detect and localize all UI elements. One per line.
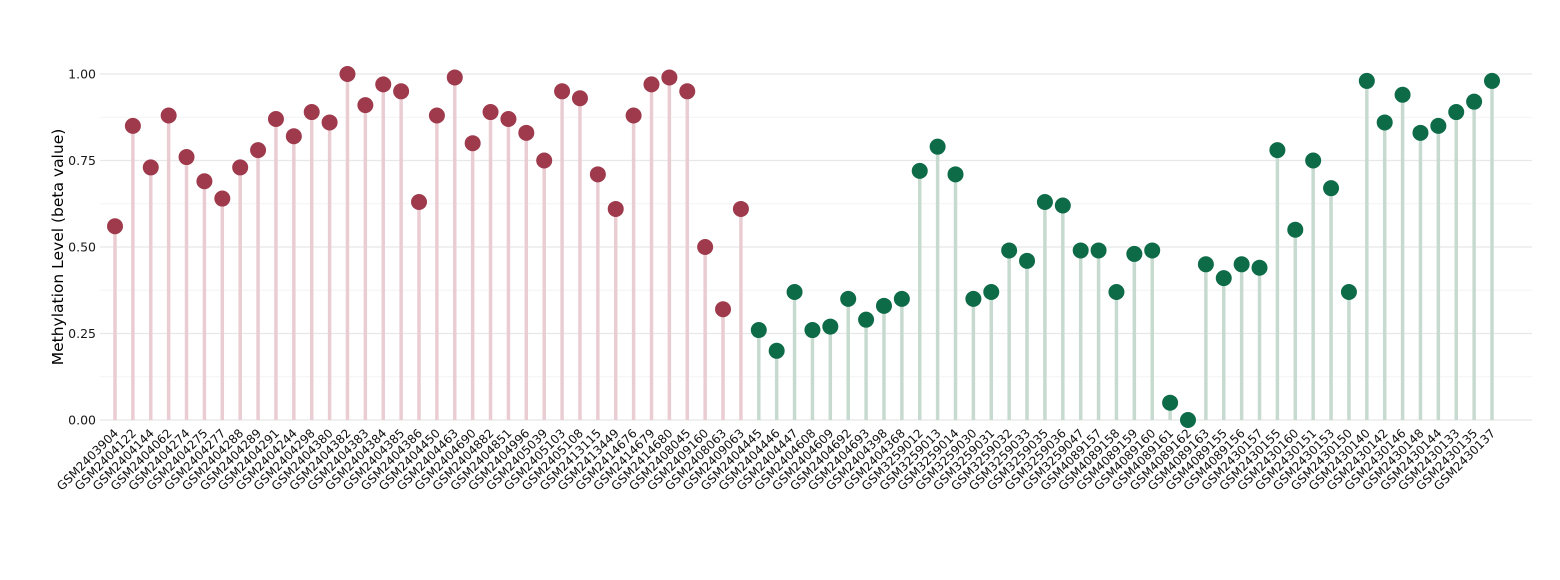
lollipop-dot (536, 152, 553, 169)
lollipop-dot (947, 166, 964, 183)
lollipop-dot (697, 239, 714, 255)
lollipop-dot (1072, 242, 1089, 259)
lollipop-dot (1036, 194, 1053, 211)
lollipop-dot (965, 290, 982, 307)
lollipop-dot (840, 290, 857, 307)
lollipop-dot (661, 69, 678, 86)
lollipop-dot (589, 166, 606, 183)
lollipop-dot (393, 83, 410, 100)
lollipop-dot (1108, 283, 1125, 300)
lollipop-dot (1126, 245, 1143, 262)
lollipop-dot (142, 159, 159, 176)
lollipop-dot (375, 76, 392, 93)
lollipop-dot (625, 107, 642, 124)
lollipop-dot (1340, 283, 1357, 300)
lollipop-dot (1287, 221, 1304, 238)
lollipop-dot (732, 200, 749, 217)
lollipop-dot (875, 297, 892, 314)
lollipop-dot (929, 138, 946, 155)
lollipop-dot (321, 114, 338, 131)
lollipop-dot (768, 342, 785, 359)
lollipop-dot (715, 301, 732, 318)
lollipop-dot (482, 104, 499, 121)
lollipop-dot (1323, 180, 1340, 197)
lollipop-dot (267, 110, 284, 127)
y-tick-label: 0.50 (68, 240, 96, 255)
lollipop-dot (1019, 252, 1036, 269)
y-tick-label: 0.00 (68, 413, 96, 428)
lollipop-dot (893, 290, 910, 307)
lollipop-dot (554, 83, 571, 100)
lollipop-dot (357, 97, 374, 114)
lollipop-dot (804, 322, 821, 339)
lollipop-dot (1358, 72, 1375, 89)
lollipop-dot (822, 318, 839, 335)
lollipop-dot (1215, 270, 1232, 287)
lollipop-dot (107, 218, 123, 235)
lollipop-dot (411, 194, 428, 211)
lollipop-dot (679, 83, 696, 100)
lollipop-dot (303, 104, 320, 121)
lollipop-dot (250, 142, 267, 159)
lollipop-dot (464, 135, 481, 152)
lollipop-dot (607, 200, 624, 217)
lollipop-dot (1305, 152, 1322, 169)
lollipop-dot (750, 322, 767, 339)
lollipop-dot (1394, 86, 1411, 103)
lollipop-dot (178, 149, 195, 166)
y-axis-title: Methylation Level (beta value) (49, 128, 67, 366)
y-tick-label: 0.25 (68, 326, 96, 341)
lollipop-dot (1054, 197, 1071, 214)
lollipop-dot (1090, 242, 1107, 259)
lollipop-dot (1162, 394, 1179, 411)
lollipop-dot (911, 162, 928, 179)
lollipop-dot (786, 283, 803, 300)
lollipop-dot (1001, 242, 1018, 259)
lollipop-dot (1448, 104, 1465, 121)
lollipop-dot (518, 124, 535, 141)
lollipop-dot (1269, 142, 1286, 159)
lollipop-dot (1251, 259, 1268, 276)
lollipop-dot (571, 90, 588, 107)
lollipop-dot (1376, 114, 1393, 131)
lollipop-dot (446, 69, 463, 86)
lollipop-dot (643, 76, 660, 93)
lollipop-dot (1144, 242, 1161, 259)
lollipop-dot (1233, 256, 1250, 273)
lollipop-dot (858, 311, 875, 328)
lollipop-dot (160, 107, 177, 124)
lollipop-dot (339, 66, 356, 82)
lollipop-dot (983, 283, 1000, 300)
lollipop-dot (1484, 72, 1500, 89)
y-tick-label: 0.75 (68, 153, 96, 168)
y-tick-label: 1.00 (68, 67, 96, 82)
lollipop-dot (196, 173, 213, 190)
lollipop-dot (285, 128, 302, 145)
lollipop-dot (500, 110, 517, 127)
lollipop-dot (428, 107, 445, 124)
lollipop-dot (1430, 117, 1447, 134)
lollipop-dot (124, 117, 141, 134)
lollipop-dot (1197, 256, 1214, 273)
lollipop-dot (1466, 93, 1483, 110)
lollipop-dot (214, 190, 231, 207)
lollipop-dot (1179, 412, 1196, 428)
lollipop-dot (1412, 124, 1429, 141)
lollipop-dot (232, 159, 249, 176)
